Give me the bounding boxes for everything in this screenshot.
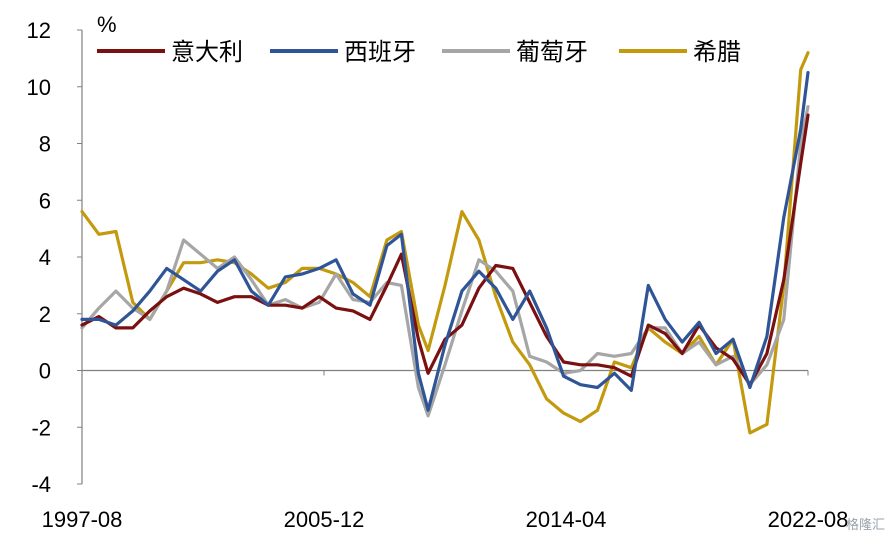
legend: 意大利 西班牙 葡萄牙 希腊 bbox=[97, 39, 741, 66]
x-tick-label: 1997-08 bbox=[42, 507, 123, 532]
unit-label: % bbox=[97, 12, 117, 37]
series-line-1 bbox=[80, 113, 810, 387]
y-tick-label: 2 bbox=[39, 302, 51, 327]
x-tick-label: 2014-04 bbox=[526, 507, 607, 532]
x-axis: 1997-08 2005-12 2014-04 2022-08 bbox=[42, 369, 849, 532]
y-tick-label: -2 bbox=[31, 415, 51, 440]
series-line-2 bbox=[80, 71, 810, 412]
x-tick-label: 2022-08 bbox=[768, 507, 849, 532]
watermark-text: 格隆汇 bbox=[846, 517, 885, 532]
y-tick-label: 10 bbox=[27, 75, 51, 100]
y-tick-label: 8 bbox=[39, 132, 51, 157]
y-axis: -4 -2 0 2 4 6 8 10 12 bbox=[27, 18, 83, 497]
series-layer bbox=[80, 51, 810, 435]
series-line-3 bbox=[80, 105, 810, 418]
x-tick-label: 2005-12 bbox=[284, 507, 365, 532]
legend-label: 葡萄牙 bbox=[516, 39, 588, 66]
legend-label: 希腊 bbox=[693, 39, 741, 66]
y-tick-label: 0 bbox=[39, 359, 51, 384]
y-tick-label: -4 bbox=[31, 472, 51, 497]
legend-label: 意大利 bbox=[171, 39, 243, 66]
y-tick-label: 6 bbox=[39, 188, 51, 213]
y-tick-label: 4 bbox=[39, 245, 51, 270]
series-line-4 bbox=[80, 51, 810, 435]
y-tick-label: 12 bbox=[27, 18, 51, 43]
legend-label: 西班牙 bbox=[344, 39, 416, 66]
